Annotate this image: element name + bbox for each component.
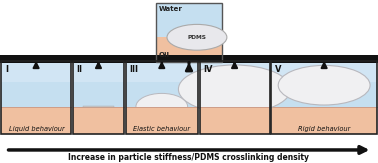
- Bar: [73, 107, 124, 134]
- Text: I: I: [5, 65, 8, 74]
- Ellipse shape: [167, 24, 227, 50]
- Bar: [156, 3, 222, 62]
- Text: V: V: [275, 65, 282, 74]
- Bar: [126, 61, 198, 82]
- Bar: [1, 61, 71, 134]
- Bar: [126, 61, 198, 134]
- Bar: [156, 37, 222, 62]
- Bar: [73, 61, 124, 107]
- Bar: [73, 61, 124, 82]
- Bar: [126, 107, 198, 134]
- Bar: [1, 107, 71, 134]
- Bar: [156, 3, 222, 37]
- Bar: [200, 107, 269, 134]
- Text: II: II: [77, 65, 83, 74]
- Ellipse shape: [178, 65, 291, 113]
- Bar: [200, 61, 270, 107]
- Ellipse shape: [136, 93, 187, 120]
- Bar: [126, 61, 198, 107]
- Text: PDMS: PDMS: [187, 35, 206, 40]
- Text: Liquid behaviour: Liquid behaviour: [9, 126, 65, 132]
- Text: Elastic behaviour: Elastic behaviour: [133, 126, 191, 132]
- Text: III: III: [130, 65, 139, 74]
- Bar: [200, 61, 270, 134]
- Bar: [73, 61, 124, 134]
- Bar: [1, 61, 71, 82]
- Ellipse shape: [278, 65, 370, 105]
- Text: Water: Water: [159, 6, 183, 12]
- Text: Oil: Oil: [159, 52, 170, 58]
- Bar: [271, 107, 377, 134]
- Bar: [271, 61, 377, 82]
- Text: IV: IV: [203, 65, 213, 74]
- Bar: [271, 61, 377, 134]
- Text: Increase in particle stiffness/PDMS crosslinking density: Increase in particle stiffness/PDMS cros…: [68, 153, 310, 162]
- Text: Rigid behaviour: Rigid behaviour: [298, 126, 350, 132]
- Bar: [0, 55, 378, 63]
- Bar: [1, 61, 71, 107]
- Bar: [83, 106, 114, 107]
- Bar: [126, 107, 197, 134]
- Bar: [200, 107, 270, 134]
- Bar: [271, 61, 377, 107]
- Bar: [200, 61, 270, 82]
